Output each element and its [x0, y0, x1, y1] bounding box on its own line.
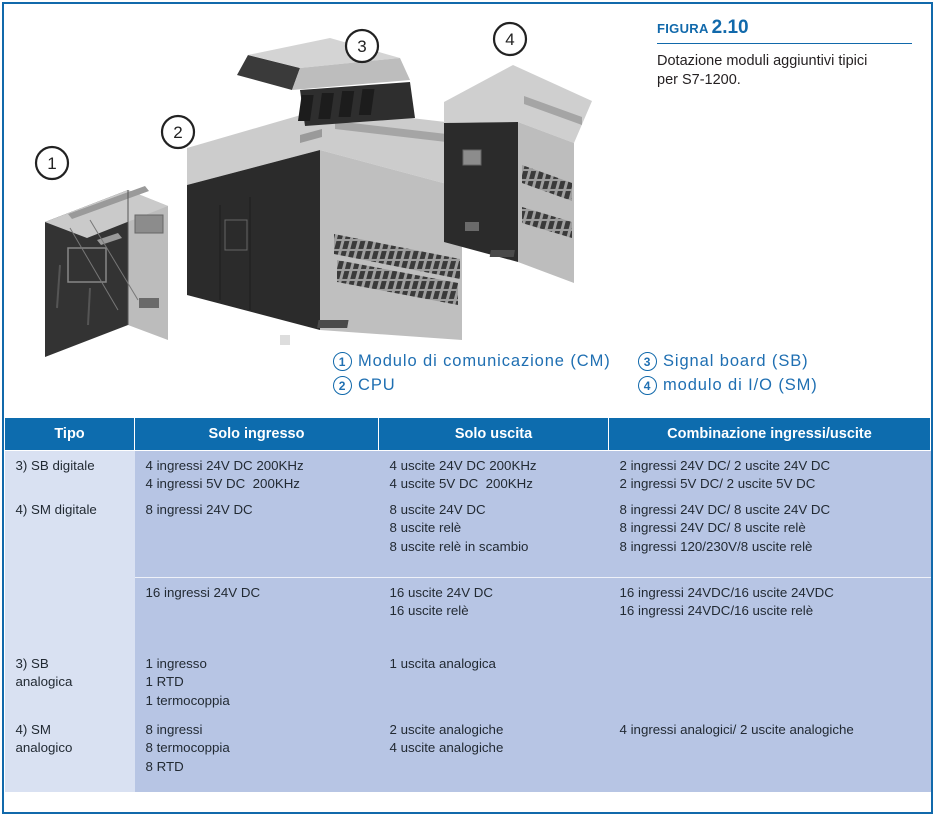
svg-text:1: 1	[47, 154, 56, 173]
svg-text:4: 4	[505, 30, 514, 49]
svg-text:3: 3	[357, 37, 366, 56]
svg-text:2: 2	[173, 123, 182, 142]
